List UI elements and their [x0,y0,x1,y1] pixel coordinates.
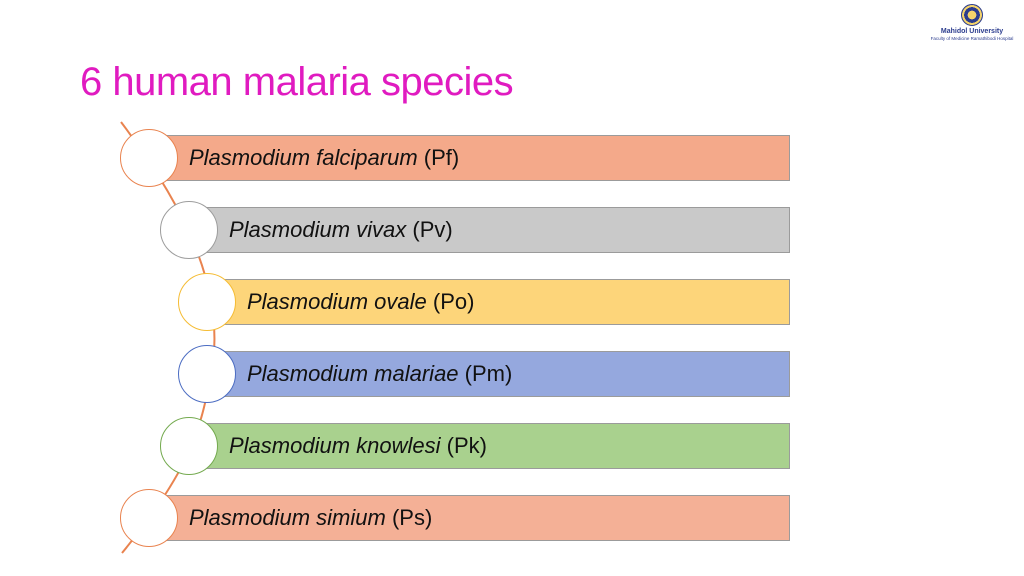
species-circle-icon [178,273,236,331]
species-bar-knowlesi: Plasmodium knowlesi (Pk) [190,423,790,469]
species-circle-icon [178,345,236,403]
species-bar-simium: Plasmodium simium (Ps) [150,495,790,541]
species-bar-malariae: Plasmodium malariae (Pm) [208,351,790,397]
species-bar-ovale: Plasmodium ovale (Po) [208,279,790,325]
species-label: Plasmodium ovale (Po) [247,289,475,314]
mahidol-logo: Mahidol University Faculty of Medicine R… [924,4,1020,48]
university-seal-icon [961,4,983,26]
logo-name: Mahidol University [940,28,1004,35]
species-label: Plasmodium malariae (Pm) [247,361,513,386]
species-bar-vivax: Plasmodium vivax (Pv) [190,207,790,253]
species-bar-falciparum: Plasmodium falciparum (Pf) [150,135,790,181]
species-circle-icon [160,201,218,259]
species-label: Plasmodium falciparum (Pf) [189,145,460,170]
species-label: Plasmodium knowlesi (Pk) [229,433,487,458]
species-circle-icon [120,489,178,547]
species-label: Plasmodium vivax (Pv) [229,217,453,242]
slide-title: 6 human malaria species [80,60,514,104]
species-circle-icon [160,417,218,475]
logo-subtitle: Faculty of Medicine Ramathibodi Hospital [930,36,1014,41]
species-label: Plasmodium simium (Ps) [189,505,433,530]
species-circle-icon [120,129,178,187]
